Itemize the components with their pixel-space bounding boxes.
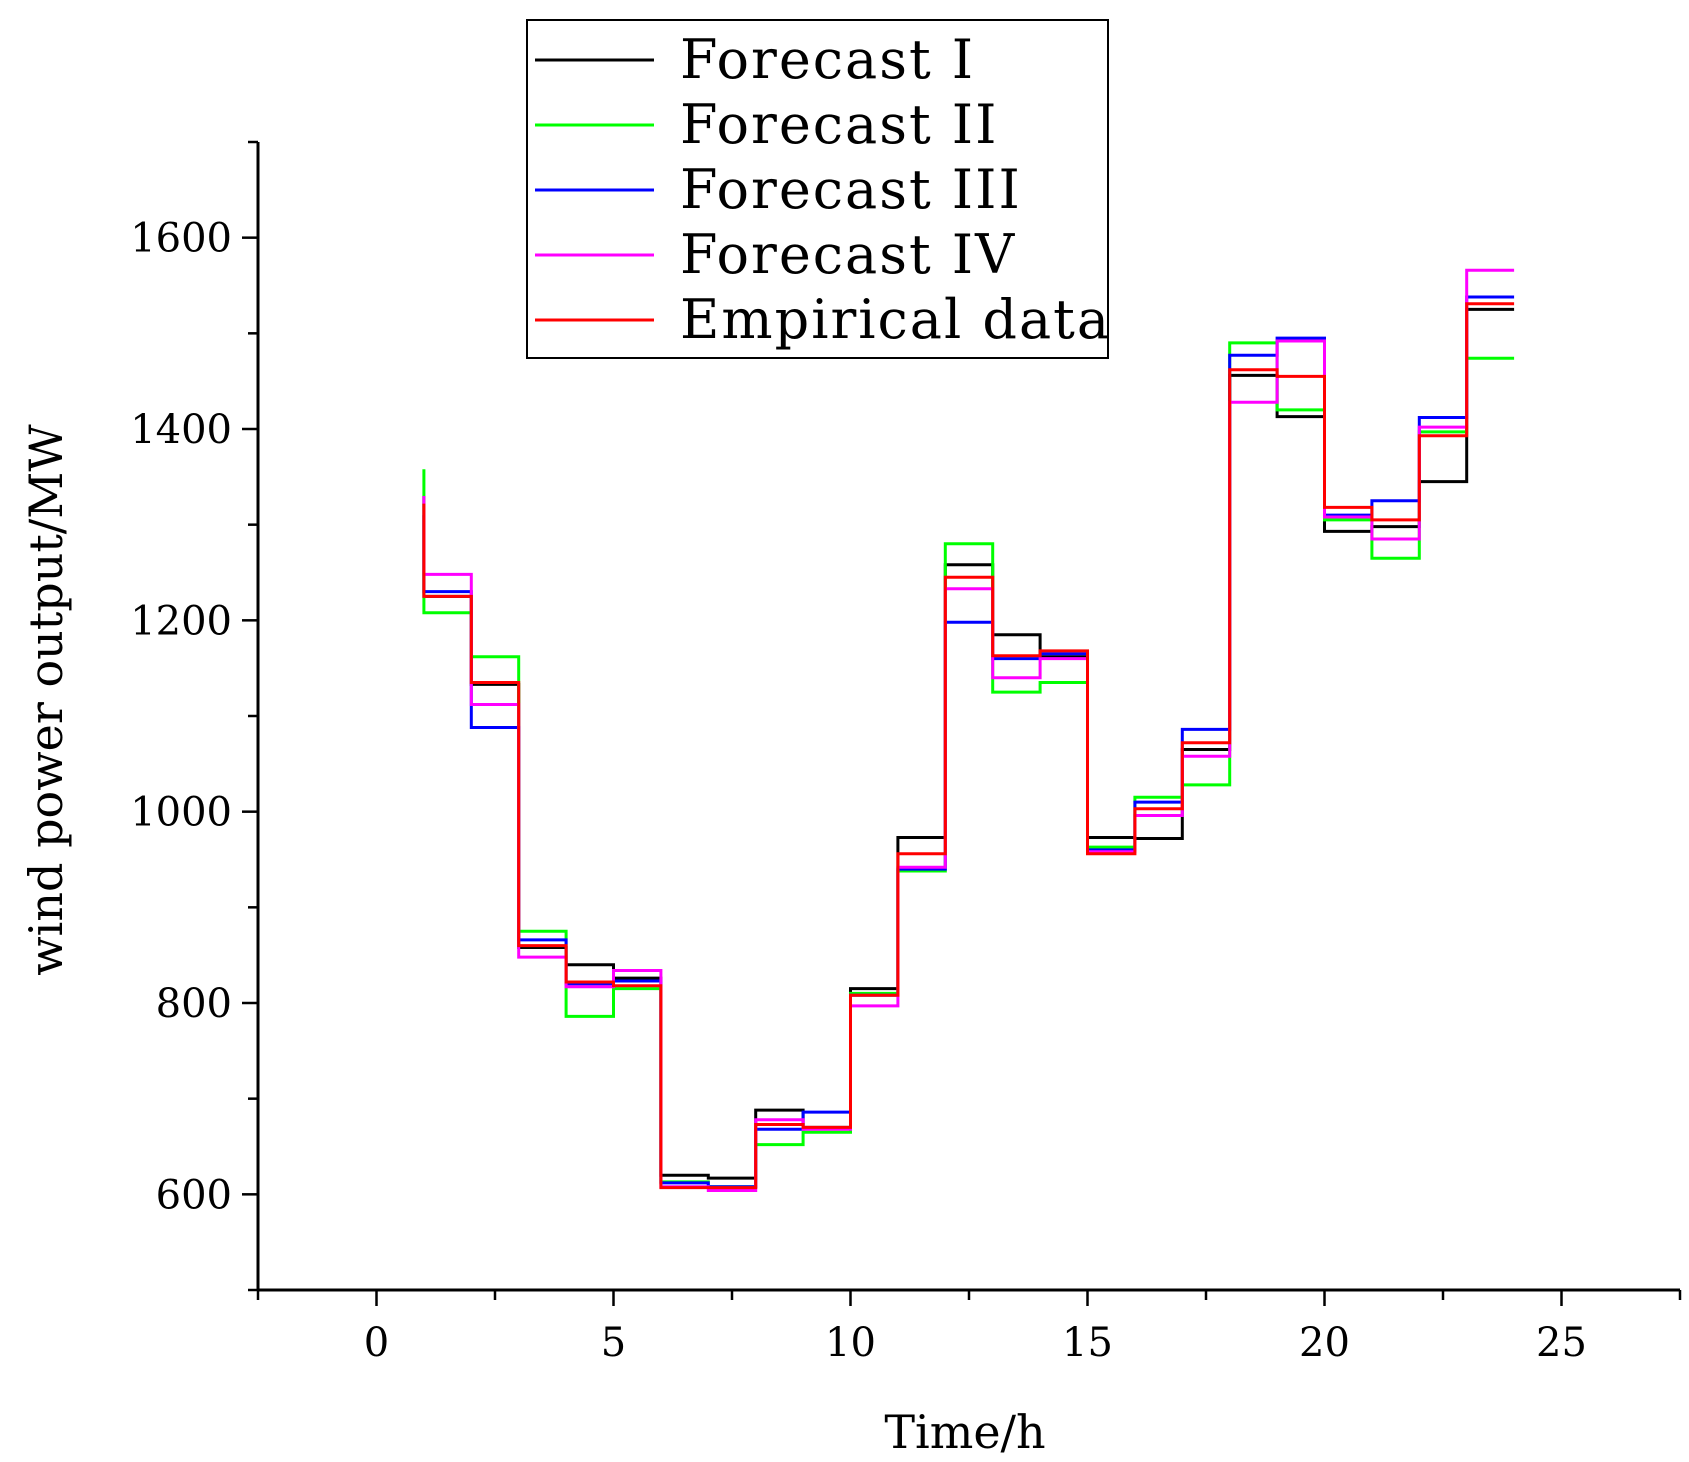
x-tick-label: 20 (1299, 1320, 1350, 1366)
ticks: 600 800 1000 1200 1400 1600 0 5 10 15 20 25 (130, 140, 1682, 1366)
series-line-5 (422, 302, 1515, 1190)
legend-label: Empirical data (680, 288, 1111, 351)
x-tick-label: 0 (364, 1320, 389, 1366)
x-axis-label: Time/h (884, 1405, 1045, 1459)
y-tick-label: 600 (156, 1172, 232, 1218)
y-tick-label: 1000 (130, 790, 232, 836)
y-tick-label: 800 (156, 981, 232, 1027)
series-lines (422, 268, 1515, 1192)
series-line-1 (422, 307, 1515, 1180)
legend-label: Forecast II (680, 93, 998, 156)
x-tick-label: 25 (1536, 1320, 1587, 1366)
y-tick-label: 1200 (130, 598, 232, 644)
series-line-4 (422, 268, 1515, 1192)
y-tick-label: 1600 (130, 216, 232, 262)
x-tick-label: 10 (825, 1320, 876, 1366)
x-tick-label: 5 (601, 1320, 626, 1366)
x-tick-label: 15 (1062, 1320, 1113, 1366)
y-axis-label: wind power output/MW (19, 424, 73, 976)
series-line-2 (422, 341, 1515, 1189)
legend-label: Forecast I (680, 28, 975, 91)
y-tick-label: 1400 (130, 407, 232, 453)
series-line-3 (422, 295, 1515, 1189)
legend-label: Forecast IV (680, 223, 1016, 286)
legend-label: Forecast III (680, 158, 1022, 221)
